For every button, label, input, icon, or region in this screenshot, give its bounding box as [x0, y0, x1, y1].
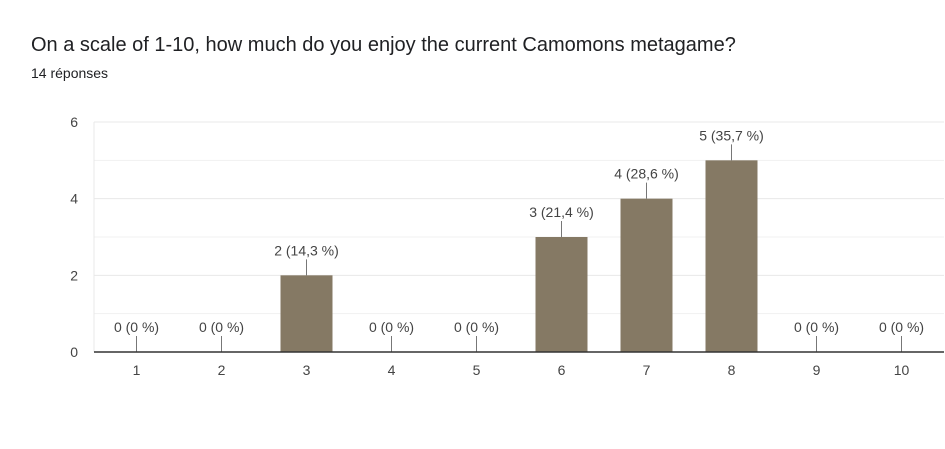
x-tick-label: 10	[894, 362, 910, 378]
data-label: 0 (0 %)	[794, 319, 839, 335]
response-count: 14 réponses	[31, 65, 109, 81]
data-label: 4 (28,6 %)	[614, 166, 679, 182]
x-tick-label: 1	[133, 362, 141, 378]
data-label: 0 (0 %)	[114, 319, 159, 335]
x-tick-label: 6	[558, 362, 566, 378]
data-label: 0 (0 %)	[879, 319, 924, 335]
y-tick-label: 2	[70, 267, 78, 283]
x-tick-label: 2	[218, 362, 226, 378]
x-tick-label: 3	[303, 362, 311, 378]
x-tick-label: 5	[473, 362, 481, 378]
bar	[535, 237, 588, 352]
x-tick-label: 4	[388, 362, 396, 378]
data-label: 3 (21,4 %)	[529, 204, 594, 220]
x-tick-label: 8	[728, 362, 736, 378]
bar	[620, 198, 673, 352]
bar	[705, 160, 758, 352]
y-tick-label: 4	[70, 191, 78, 207]
data-label: 0 (0 %)	[454, 319, 499, 335]
question-title: On a scale of 1-10, how much do you enjo…	[31, 34, 736, 56]
x-tick-label: 7	[643, 362, 651, 378]
y-tick-label: 6	[70, 114, 78, 130]
x-tick-label: 9	[813, 362, 821, 378]
data-label: 2 (14,3 %)	[274, 242, 339, 258]
data-label: 0 (0 %)	[199, 319, 244, 335]
data-label: 5 (35,7 %)	[699, 127, 764, 143]
data-label: 0 (0 %)	[369, 319, 414, 335]
bar	[280, 275, 333, 352]
y-tick-label: 0	[70, 344, 78, 360]
